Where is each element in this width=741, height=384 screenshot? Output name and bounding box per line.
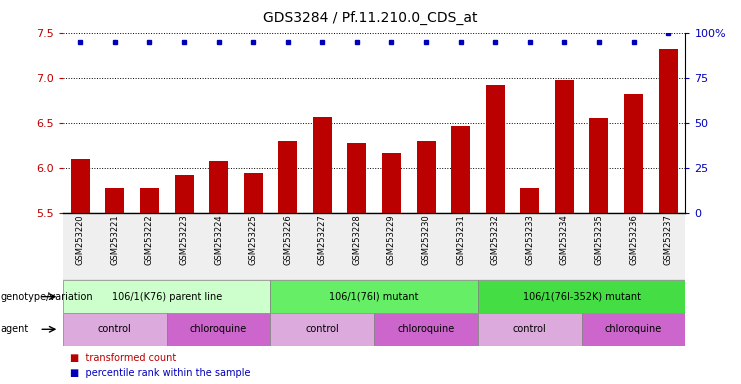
Bar bbox=[651, 213, 685, 280]
Bar bbox=[555, 81, 574, 213]
Bar bbox=[659, 49, 677, 213]
Bar bbox=[374, 213, 409, 280]
Text: GSM253225: GSM253225 bbox=[249, 214, 258, 265]
Bar bbox=[486, 85, 505, 213]
Bar bbox=[209, 161, 228, 213]
Bar bbox=[339, 213, 374, 280]
Bar bbox=[513, 213, 547, 280]
Text: chloroquine: chloroquine bbox=[397, 324, 455, 334]
Bar bbox=[374, 313, 478, 346]
Bar bbox=[270, 313, 374, 346]
Text: ■  percentile rank within the sample: ■ percentile rank within the sample bbox=[70, 368, 251, 378]
Text: 106/1(76I) mutant: 106/1(76I) mutant bbox=[330, 291, 419, 302]
Bar bbox=[617, 213, 651, 280]
Bar bbox=[140, 188, 159, 213]
Bar bbox=[270, 280, 478, 313]
Text: GSM253237: GSM253237 bbox=[664, 214, 673, 265]
Bar bbox=[451, 126, 470, 213]
Text: agent: agent bbox=[1, 324, 29, 334]
Text: GSM253236: GSM253236 bbox=[629, 214, 638, 265]
Text: 106/1(K76) parent line: 106/1(K76) parent line bbox=[112, 291, 222, 302]
Text: GSM253224: GSM253224 bbox=[214, 214, 223, 265]
Bar bbox=[167, 213, 202, 280]
Bar bbox=[313, 117, 332, 213]
Bar bbox=[582, 213, 617, 280]
Text: GSM253230: GSM253230 bbox=[422, 214, 431, 265]
Bar bbox=[382, 153, 401, 213]
Bar bbox=[270, 213, 305, 280]
Text: GSM253232: GSM253232 bbox=[491, 214, 499, 265]
Bar bbox=[305, 213, 339, 280]
Bar bbox=[478, 313, 582, 346]
Text: GSM253221: GSM253221 bbox=[110, 214, 119, 265]
Bar bbox=[174, 175, 193, 213]
Bar bbox=[167, 313, 270, 346]
Bar bbox=[105, 188, 124, 213]
Bar bbox=[478, 213, 513, 280]
Text: GSM253222: GSM253222 bbox=[145, 214, 154, 265]
Text: GSM253226: GSM253226 bbox=[283, 214, 292, 265]
Bar bbox=[279, 141, 297, 213]
Bar bbox=[520, 188, 539, 213]
Text: GSM253231: GSM253231 bbox=[456, 214, 465, 265]
Bar bbox=[244, 172, 262, 213]
Text: GSM253235: GSM253235 bbox=[594, 214, 603, 265]
Text: GSM253228: GSM253228 bbox=[353, 214, 362, 265]
Bar bbox=[590, 118, 608, 213]
Text: GSM253234: GSM253234 bbox=[560, 214, 569, 265]
Text: genotype/variation: genotype/variation bbox=[1, 291, 93, 302]
Text: control: control bbox=[305, 324, 339, 334]
Bar bbox=[443, 213, 478, 280]
Bar bbox=[98, 213, 132, 280]
Bar bbox=[202, 213, 236, 280]
Text: chloroquine: chloroquine bbox=[190, 324, 247, 334]
Text: 106/1(76I-352K) mutant: 106/1(76I-352K) mutant bbox=[522, 291, 641, 302]
Bar bbox=[582, 313, 685, 346]
Bar bbox=[132, 213, 167, 280]
Bar bbox=[63, 280, 270, 313]
Bar bbox=[409, 213, 443, 280]
Text: GSM253223: GSM253223 bbox=[179, 214, 188, 265]
Text: GSM253220: GSM253220 bbox=[76, 214, 84, 265]
Bar bbox=[624, 94, 643, 213]
Bar bbox=[348, 143, 366, 213]
Text: GSM253229: GSM253229 bbox=[387, 214, 396, 265]
Text: GDS3284 / Pf.11.210.0_CDS_at: GDS3284 / Pf.11.210.0_CDS_at bbox=[263, 11, 478, 25]
Bar bbox=[71, 159, 90, 213]
Bar bbox=[63, 313, 167, 346]
Bar bbox=[236, 213, 270, 280]
Text: ■  transformed count: ■ transformed count bbox=[70, 353, 176, 363]
Text: GSM253233: GSM253233 bbox=[525, 214, 534, 265]
Text: control: control bbox=[98, 324, 132, 334]
Bar bbox=[63, 213, 98, 280]
Text: GSM253227: GSM253227 bbox=[318, 214, 327, 265]
Bar bbox=[478, 280, 685, 313]
Text: chloroquine: chloroquine bbox=[605, 324, 662, 334]
Bar bbox=[416, 141, 436, 213]
Text: control: control bbox=[513, 324, 547, 334]
Bar bbox=[547, 213, 582, 280]
